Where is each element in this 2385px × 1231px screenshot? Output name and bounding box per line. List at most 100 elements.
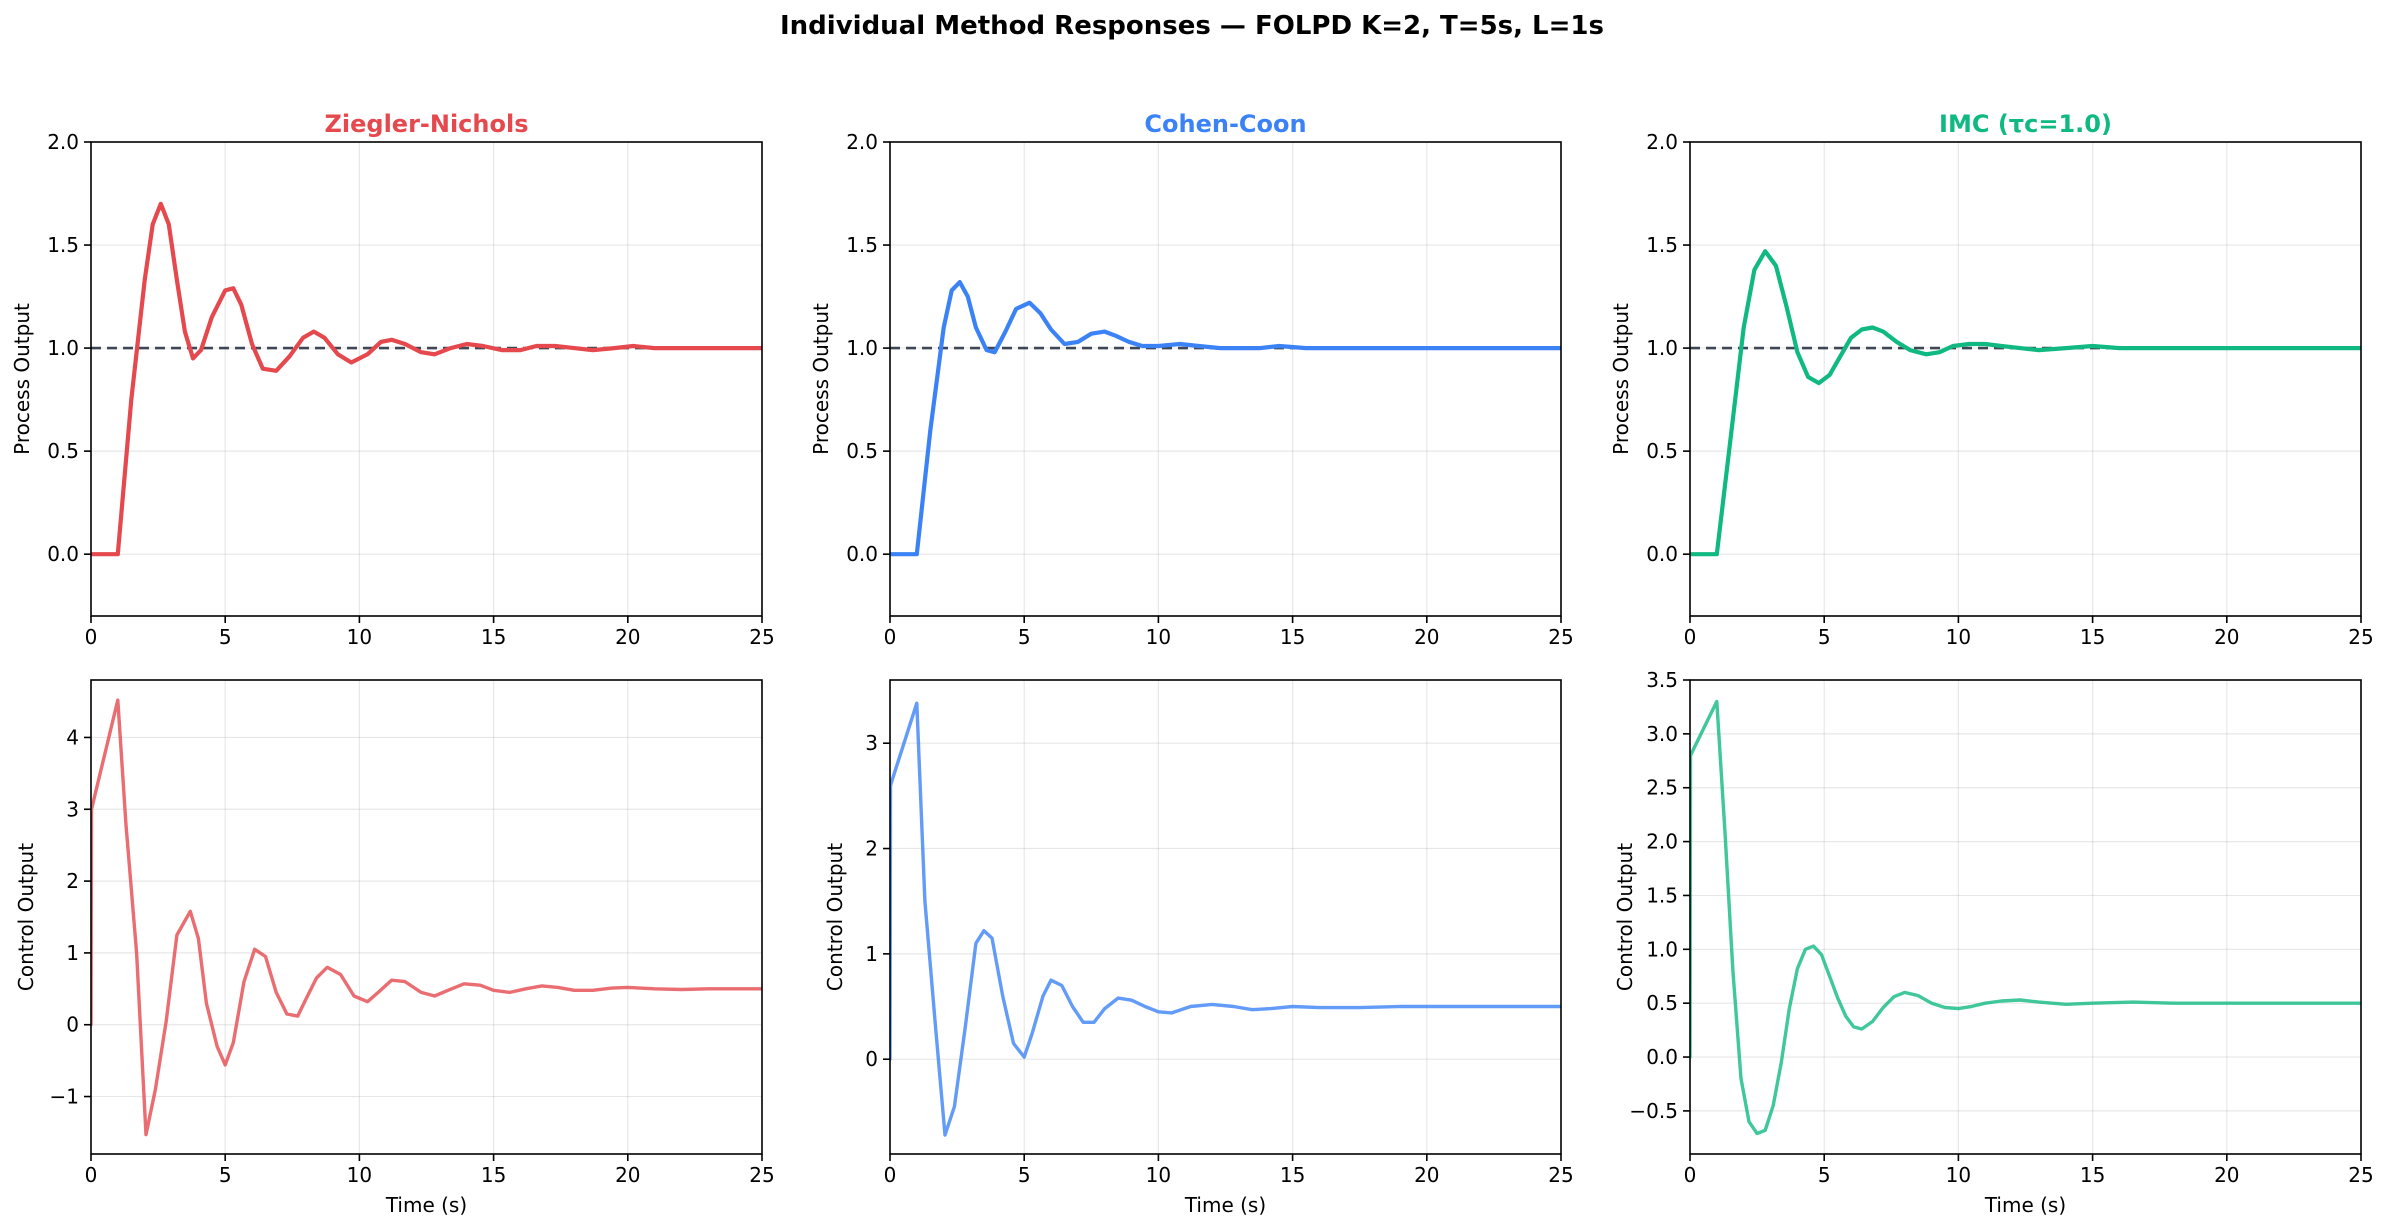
chart-3-ytick-label-4: 3 <box>66 797 79 821</box>
chart-0-ytick-label-1: 0.5 <box>47 439 79 463</box>
chart-0-ytick-label-2: 1.0 <box>47 336 79 360</box>
chart-4-panel: 0 5 10 15 20 25 0 1 2 3 Control Output Time (s) <box>823 679 1574 1217</box>
chart-1-ytick-label-1: 0.5 <box>846 439 878 463</box>
chart-3-ytick-label-5: 4 <box>66 725 79 749</box>
chart-1-title: Cohen-Coon <box>1144 110 1306 138</box>
chart-1-xtick-label-4: 20 <box>1414 625 1439 649</box>
chart-2-xtick-label-2: 10 <box>1946 625 1971 649</box>
chart-0-ytick-label-0: 0.0 <box>47 542 79 566</box>
chart-0-series-0-line <box>91 201 762 557</box>
chart-5-xtick-label-2: 10 <box>1946 1163 1971 1187</box>
chart-3-ylabel: Control Output <box>14 843 38 991</box>
chart-0-xtick-label-2: 10 <box>347 625 372 649</box>
chart-2-ytick-label-3: 1.5 <box>1646 233 1678 257</box>
chart-2-ylabel: Process Output <box>1609 303 1633 455</box>
chart-1-ytick-label-3: 1.5 <box>846 233 878 257</box>
chart-2-xtick-label-0: 0 <box>1684 625 1697 649</box>
chart-5-ytick-label-2: 0.5 <box>1646 991 1678 1015</box>
chart-2-ytick-label-2: 1.0 <box>1646 336 1678 360</box>
chart-4-xtick-label-1: 5 <box>1018 1163 1031 1187</box>
chart-1-ytick-label-0: 0.0 <box>846 542 878 566</box>
chart-2-series-0-line <box>1690 249 2361 557</box>
chart-3-ytick-label-2: 1 <box>66 941 79 965</box>
chart-5-ylabel: Control Output <box>1613 843 1637 991</box>
chart-5-frame <box>1689 679 2362 1155</box>
chart-1-frame <box>889 141 1562 617</box>
chart-3-xtick-label-3: 15 <box>481 1163 506 1187</box>
chart-0-xtick-label-4: 20 <box>615 625 640 649</box>
chart-5-xtick-label-0: 0 <box>1684 1163 1697 1187</box>
chart-4-ylabel: Control Output <box>823 843 847 991</box>
chart-2-title: IMC (τc=1.0) <box>1939 110 2112 138</box>
chart-5-ytick-label-3: 1.0 <box>1646 937 1678 961</box>
chart-2-ytick-label-4: 2.0 <box>1646 130 1678 154</box>
chart-1-xtick-label-3: 15 <box>1280 625 1305 649</box>
chart-4-ytick-label-0: 0 <box>865 1047 878 1071</box>
chart-5-series-0-line <box>1690 699 2361 1136</box>
chart-5-ytick-label-4: 1.5 <box>1646 883 1678 907</box>
chart-0-ytick-label-3: 1.5 <box>47 233 79 257</box>
chart-1-panel: 0 5 10 15 20 25 0.0 0.5 1.0 1.5 2.0 Cohen-Coon Proce… <box>809 110 1574 649</box>
chart-5-ytick-label-8: 3.5 <box>1646 668 1678 692</box>
chart-5-xlabel: Time (s) <box>1984 1193 2066 1217</box>
chart-4-xlabel: Time (s) <box>1184 1193 1266 1217</box>
chart-5-ytick-label-5: 2.0 <box>1646 830 1678 854</box>
chart-2-xtick-label-4: 20 <box>2214 625 2239 649</box>
chart-4-ytick-label-3: 3 <box>865 731 878 755</box>
chart-1-ytick-label-4: 2.0 <box>846 130 878 154</box>
panels: 0 5 10 15 20 250.00.51.01.52.0Ziegler-Nichols… <box>10 110 2374 1217</box>
chart-3-xtick-label-2: 10 <box>347 1163 372 1187</box>
chart-0-title: Ziegler-Nichols <box>324 110 528 138</box>
chart-2-xtick-label-3: 15 <box>2080 625 2105 649</box>
chart-3-xlabel: Time (s) <box>385 1193 467 1217</box>
chart-0-xtick-label-3: 15 <box>481 625 506 649</box>
chart-1-xtick-label-2: 10 <box>1146 625 1171 649</box>
figure-title: Individual Method Responses — FOLPD K=2,… <box>780 11 1604 41</box>
chart-4-series-0-line <box>890 701 1561 1137</box>
chart-4-xtick-label-5: 25 <box>1548 1163 1573 1187</box>
chart-5-xtick-label-1: 5 <box>1818 1163 1831 1187</box>
chart-5-xtick-label-3: 15 <box>2080 1163 2105 1187</box>
chart-1-xtick-label-1: 5 <box>1018 625 1031 649</box>
chart-4-xtick-label-2: 10 <box>1146 1163 1171 1187</box>
chart-3-ytick-label-0: −1 <box>50 1085 79 1109</box>
chart-1-ytick-label-2: 1.0 <box>846 336 878 360</box>
chart-3-xtick-label-0: 0 <box>85 1163 98 1187</box>
chart-0-xtick-label-5: 25 <box>749 625 774 649</box>
chart-5-ytick-label-0: −0.5 <box>1629 1099 1678 1123</box>
chart-0-ytick-label-4: 2.0 <box>47 130 79 154</box>
chart-3-frame <box>90 679 763 1155</box>
chart-2-panel: 0 5 10 15 20 25 0.0 0.5 1.0 1.5 2.0 IMC (τc=1.0) Pro… <box>1609 110 2374 649</box>
chart-5-ytick-label-6: 2.5 <box>1646 776 1678 800</box>
chart-1-xtick-label-5: 25 <box>1548 625 1573 649</box>
chart-5-xtick-label-4: 20 <box>2214 1163 2239 1187</box>
chart-4-xtick-label-3: 15 <box>1280 1163 1305 1187</box>
chart-2-xtick-label-1: 5 <box>1818 625 1831 649</box>
chart-0-frame <box>90 141 763 617</box>
chart-4-xtick-label-4: 20 <box>1414 1163 1439 1187</box>
chart-2-ytick-label-0: 0.0 <box>1646 542 1678 566</box>
chart-1-series-0-line <box>890 280 1561 557</box>
chart-4-xtick-label-0: 0 <box>884 1163 897 1187</box>
chart-0-xtick-label-0: 0 <box>85 625 98 649</box>
chart-3-ytick-label-1: 0 <box>66 1013 79 1037</box>
chart-3-xtick-label-5: 25 <box>749 1163 774 1187</box>
chart-0-ylabel: Process Output <box>10 303 34 455</box>
chart-1-xtick-label-0: 0 <box>884 625 897 649</box>
chart-0-xtick-label-1: 5 <box>219 625 232 649</box>
chart-4-frame <box>889 679 1562 1155</box>
chart-2-xtick-label-5: 25 <box>2348 625 2373 649</box>
chart-3-xtick-label-4: 20 <box>615 1163 640 1187</box>
chart-2-frame <box>1689 141 2362 617</box>
chart-3-xtick-label-1: 5 <box>219 1163 232 1187</box>
chart-0-panel: 0 5 10 15 20 25 0.0 0.5 1.0 1.5 2.0 Ziegler-Nichols… <box>10 110 775 649</box>
chart-4-ytick-label-2: 2 <box>865 837 878 861</box>
chart-1-ylabel: Process Output <box>809 303 833 455</box>
chart-5-xtick-label-5: 25 <box>2348 1163 2373 1187</box>
chart-3-panel: 0 5 10 15 20 25 −1 0 1 2 3 4 Control Output Time (s) <box>14 679 775 1217</box>
chart-3-series-0-line <box>91 698 762 1137</box>
chart-5-ytick-label-7: 3.0 <box>1646 722 1678 746</box>
chart-2-ytick-label-1: 0.5 <box>1646 439 1678 463</box>
chart-5-ytick-label-1: 0.0 <box>1646 1045 1678 1069</box>
